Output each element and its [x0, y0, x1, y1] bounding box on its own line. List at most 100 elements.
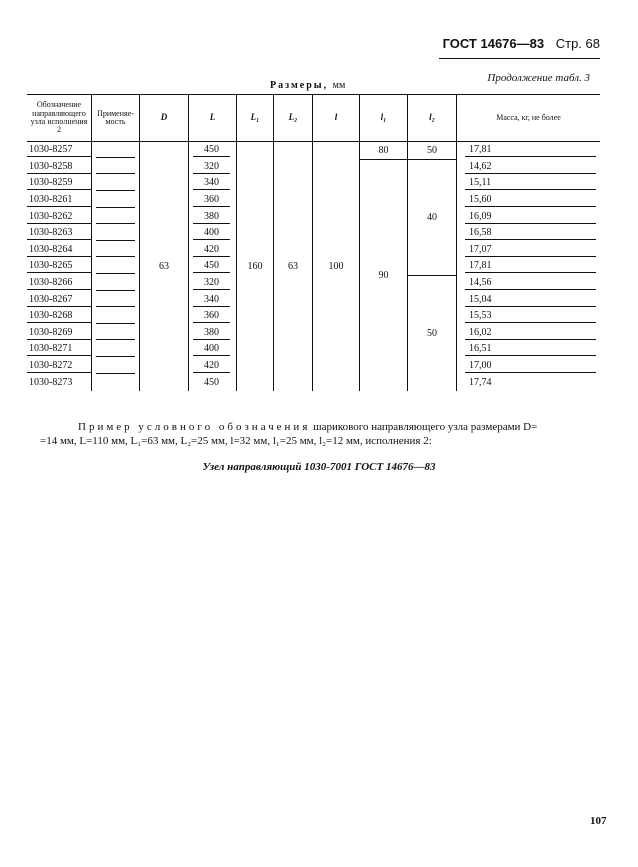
designation-cell-value: 1030-8269 [27, 327, 91, 340]
applicability-cell-value [96, 160, 135, 175]
standard-number: ГОСТ 14676—83 [442, 36, 545, 51]
l-small-cell-value: 100 [328, 261, 344, 273]
column-header: L [188, 94, 237, 142]
designation-cell-value: 1030-8262 [27, 211, 91, 224]
designation-cell-value: 1030-8265 [27, 260, 91, 274]
column-header-label: L₁ [250, 112, 260, 123]
applicability-cell-value [96, 293, 135, 308]
designation-cell: 1030-8272 [27, 358, 92, 375]
mass-cell-value: 16,09 [465, 211, 596, 224]
table-row: 1030-8266 320 50 14,56 [27, 275, 600, 392]
mass-cell-value: 14,56 [465, 277, 596, 291]
designation-cell: 1030-8262 [27, 209, 92, 226]
designation-cell: 1030-8273 [27, 375, 92, 392]
table-row: 1030-8263 400 16,58 [27, 225, 600, 243]
table-row: 1030-8257 63 450 160 63 100 80 50 17,81 [27, 141, 600, 392]
mass-cell: 15,60 [456, 192, 600, 209]
l-length-cell-value: 360 [193, 310, 230, 324]
l-length-cell: 450 [188, 258, 237, 276]
l-length-cell-value: 450 [204, 377, 219, 389]
l-length-cell-value: 340 [193, 177, 230, 191]
column-header: Масса, кг, не более [456, 94, 600, 142]
l-length-cell: 340 [188, 291, 237, 309]
applicability-cell [91, 374, 140, 392]
l1-small-cell: 90 [359, 159, 408, 392]
designation-cell-value: 1030-8266 [27, 277, 91, 291]
mass-cell: 17,07 [456, 242, 600, 259]
designation-cell: 1030-8261 [27, 192, 92, 209]
mass-cell-value: 17,00 [465, 360, 596, 374]
column-header-label: L₂ [288, 112, 298, 123]
l-length-cell-value: 320 [193, 161, 230, 174]
l2-small-cell-value: 50 [427, 144, 437, 156]
l2-small-cell-value: 40 [427, 211, 437, 223]
column-header-label: Масса, кг, не более [496, 112, 561, 122]
applicability-cell [91, 308, 140, 326]
designation-cell-value: 1030-8271 [27, 343, 91, 357]
l2-small-cell-value: 50 [427, 328, 437, 340]
table-continuation-label: Продолжение табл. 3 [487, 72, 590, 84]
applicability-cell-value [96, 243, 135, 258]
applicability-cell [91, 341, 140, 359]
l1-small-cell-value: 80 [378, 144, 389, 156]
applicability-cell-value [96, 144, 135, 158]
dimensions-unit: мм [332, 80, 346, 91]
mass-cell-value: 14,62 [465, 161, 596, 174]
column-header: D [139, 94, 189, 142]
mass-cell: 16,58 [456, 225, 600, 243]
applicability-cell [91, 291, 140, 309]
l-length-cell-value: 400 [193, 343, 230, 357]
mass-cell-value: 15,04 [465, 294, 596, 307]
mass-cell: 15,11 [456, 175, 600, 193]
column-header: Обозначение направляющего узла исполнени… [27, 94, 92, 142]
d-cell-value: 63 [159, 261, 169, 273]
designation-cell: 1030-8266 [27, 275, 92, 292]
example-text-1: шарикового направляющего узла размерами … [313, 421, 538, 433]
designation-cell: 1030-8265 [27, 259, 92, 276]
applicability-cell [91, 208, 140, 226]
applicability-cell-value [96, 343, 135, 357]
l-length-cell: 450 [188, 141, 237, 160]
column-header: L₁ [236, 94, 274, 142]
l2-small-cell: 50 [407, 141, 457, 160]
designation-cell-value: 1030-8263 [27, 227, 91, 241]
mass-cell-value: 16,02 [465, 327, 596, 340]
mass-cell: 17,81 [456, 258, 600, 276]
column-header-label: l₂ [429, 112, 435, 123]
example-heading: Пример условного обозначения [78, 421, 311, 433]
table-row: 1030-8258 320 90 40 14,62 [27, 159, 600, 392]
column-header: L₂ [273, 94, 313, 142]
designation-cell-value: 1030-8264 [27, 244, 91, 257]
mass-cell-value: 16,58 [465, 227, 596, 241]
applicability-cell-value [96, 277, 135, 291]
applicability-cell [91, 225, 140, 243]
mass-cell: 17,00 [456, 358, 600, 375]
l-length-cell: 400 [188, 225, 237, 243]
designation-cell-value: 1030-8272 [27, 360, 91, 374]
l-length-cell-value: 420 [193, 360, 230, 374]
l-length-cell: 320 [188, 159, 237, 176]
applicability-cell-value [96, 177, 135, 191]
applicability-cell-value [96, 210, 135, 225]
designation-cell: 1030-8268 [27, 308, 92, 325]
designation-cell-value: 1030-8259 [27, 177, 91, 191]
column-header-label: Применяе-мость [97, 108, 134, 126]
table-row: 1030-8261 360 15,60 [27, 192, 600, 209]
applicability-cell-value [96, 310, 135, 324]
mass-cell: 16,09 [456, 208, 600, 226]
mass-cell-value: 17,81 [465, 260, 596, 274]
mass-cell: 17,81 [456, 141, 600, 160]
l-length-cell: 450 [188, 374, 237, 392]
mass-cell: 16,51 [456, 341, 600, 359]
l-length-cell: 420 [188, 242, 237, 259]
column-header-label: Обозначение направляющего узла исполнени… [30, 100, 88, 135]
table-row: 1030-8271 400 16,51 [27, 341, 600, 359]
column-header: l [312, 94, 360, 142]
applicability-cell [91, 242, 140, 259]
l-length-cell: 420 [188, 358, 237, 375]
mass-cell: 16,02 [456, 325, 600, 342]
table-row: 1030-8268 360 15,53 [27, 308, 600, 326]
l1-length-cell: 160 [236, 141, 274, 392]
applicability-cell-value [96, 360, 135, 374]
table-row: 1030-8259 340 15,11 [27, 175, 600, 193]
